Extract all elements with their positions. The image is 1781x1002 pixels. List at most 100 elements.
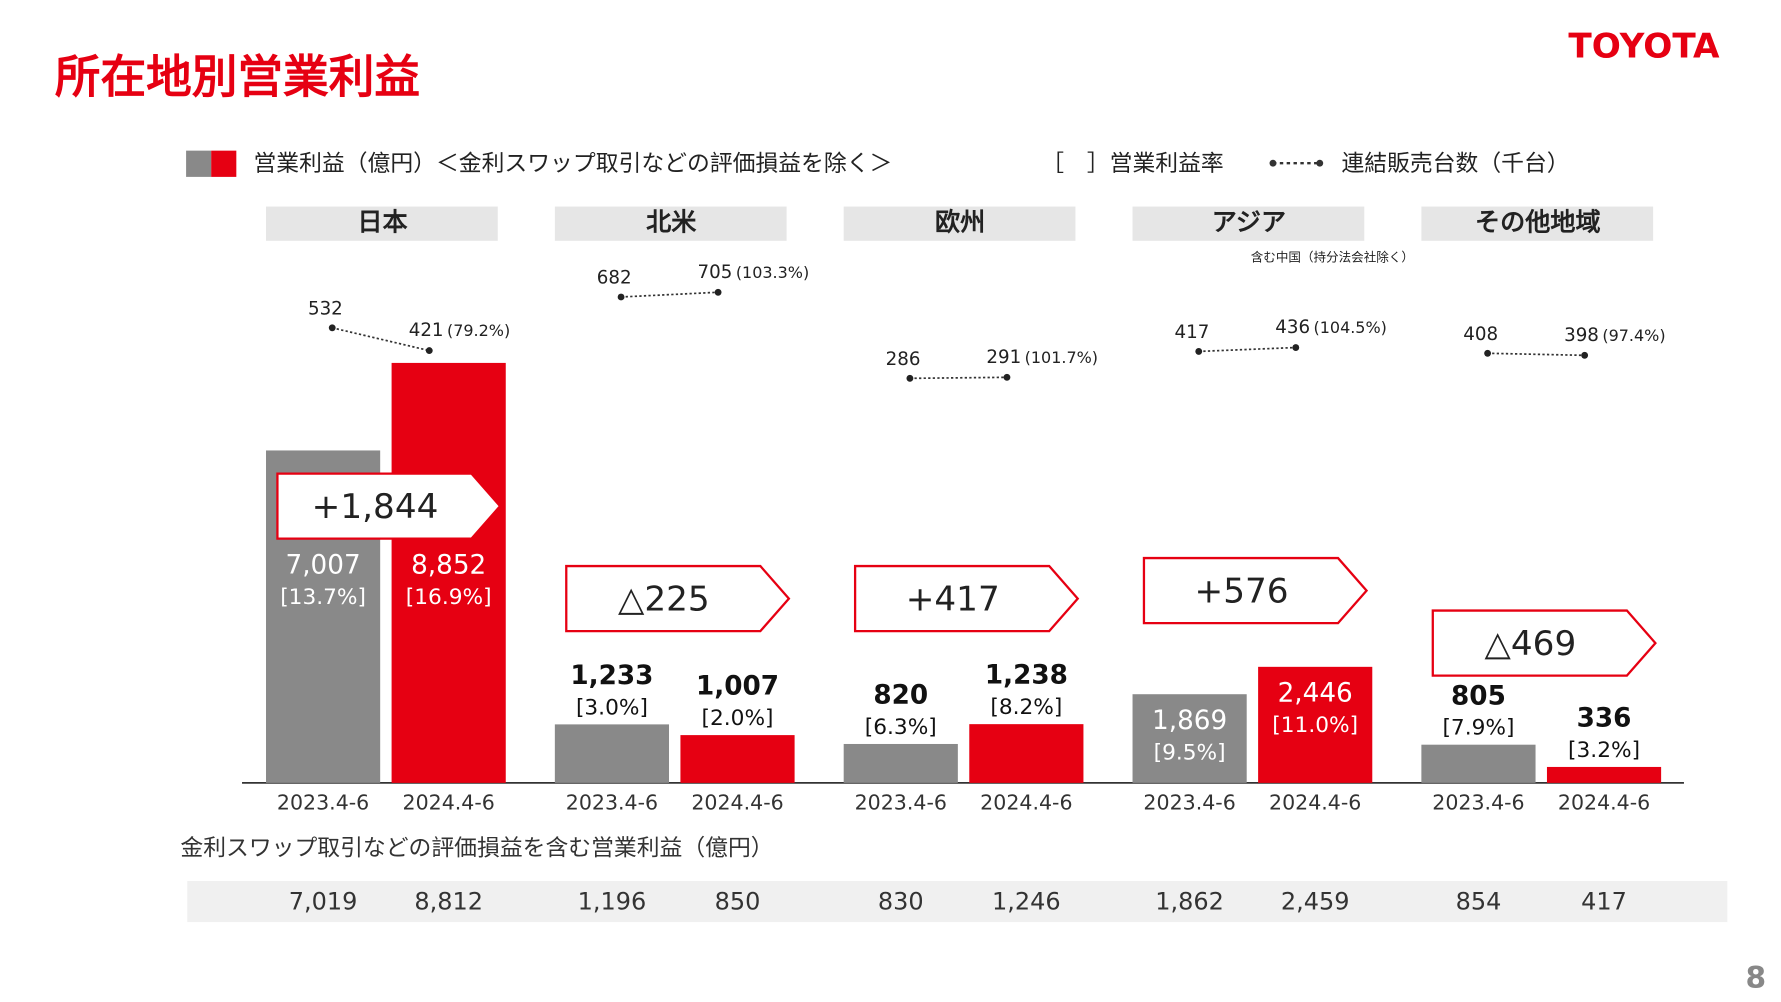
sales-label: 682 [597, 268, 632, 289]
sales-label: 398 (97.4%) [1564, 325, 1665, 346]
sales-value: 705 [698, 262, 733, 283]
region-header [1132, 206, 1365, 241]
sales-point [425, 347, 433, 355]
period-label: 2023.4-6 [277, 790, 369, 814]
sales-line [909, 376, 1007, 380]
sales-value: 398 [1564, 325, 1599, 346]
swap-value: 850 [715, 888, 761, 916]
sales-line [621, 291, 719, 298]
bar [554, 724, 670, 783]
sales-point [1581, 351, 1589, 359]
sales-ratio: (101.7%) [1025, 347, 1098, 366]
swap-value: 8,812 [414, 888, 483, 916]
sales-ratio: (103.3%) [736, 262, 809, 281]
sales-label: 705 (103.3%) [698, 262, 810, 283]
legend-swatch [211, 150, 237, 177]
sales-label: 286 [886, 349, 921, 370]
sales-label: 436 (104.5%) [1275, 317, 1387, 338]
legend-sales-dot [1269, 159, 1277, 167]
swap-value: 2,459 [1281, 888, 1350, 916]
change-label: △225 [618, 579, 710, 619]
change-arrow [1431, 609, 1657, 677]
margin-label: [7.9%] [1442, 716, 1514, 741]
period-label: 2024.4-6 [1269, 790, 1361, 814]
bar [391, 362, 506, 783]
region-header [554, 206, 787, 241]
value-label: 1,869 [1152, 706, 1227, 736]
change-arrow [276, 472, 502, 540]
margin-label: [8.2%] [990, 695, 1062, 720]
change-arrow [1142, 556, 1369, 625]
period-label: 2024.4-6 [980, 790, 1072, 814]
bar [680, 735, 795, 783]
period-label: 2023.4-6 [1432, 790, 1524, 814]
sales-ratio: (104.5%) [1314, 318, 1387, 337]
swap-value: 1,246 [992, 888, 1061, 916]
value-label: 1,233 [570, 661, 653, 691]
region-name: その他地域 [1475, 208, 1601, 237]
sales-point [617, 293, 625, 301]
sales-label: 421 (79.2%) [409, 320, 510, 341]
sales-label: 532 [308, 299, 343, 320]
bar [1546, 766, 1662, 783]
value-label: 2,446 [1278, 679, 1353, 709]
change-label: +417 [906, 579, 1000, 619]
sales-label: 291 (101.7%) [986, 347, 1098, 368]
sales-point [1195, 348, 1203, 355]
sales-point [1484, 349, 1492, 357]
swap-value: 830 [878, 888, 924, 916]
margin-label: [6.3%] [865, 715, 937, 740]
bar [843, 743, 958, 783]
margin-label: [16.9%] [406, 585, 492, 610]
sales-point [1003, 373, 1011, 381]
logo: TOYOTA [1568, 26, 1720, 66]
swap-value: 854 [1456, 888, 1502, 916]
sales-line [1487, 352, 1585, 357]
region-name: 日本 [357, 208, 408, 237]
bar [1421, 744, 1536, 783]
sales-point [328, 324, 336, 332]
period-label: 2023.4-6 [1143, 790, 1235, 814]
period-label: 2023.4-6 [855, 790, 947, 814]
swap-value: 1,196 [578, 888, 647, 916]
margin-label: [3.0%] [576, 695, 648, 720]
sales-value: 436 [1275, 317, 1310, 338]
sales-label: 408 [1463, 324, 1498, 345]
sales-ratio: (97.4%) [1602, 325, 1665, 344]
region-name: アジア [1212, 208, 1286, 237]
swap-title: 金利スワップ取引などの評価損益を含む営業利益（億円） [180, 836, 773, 862]
margin-label: [2.0%] [702, 706, 774, 731]
bar [969, 724, 1084, 783]
sales-line [1198, 346, 1296, 353]
period-label: 2024.4-6 [691, 790, 783, 814]
region-note: 含む中国（持分法会社除く） [1251, 249, 1414, 264]
change-arrow [853, 564, 1080, 633]
value-label: 1,007 [696, 672, 779, 702]
value-label: 805 [1451, 681, 1506, 711]
value-label: 8,852 [411, 551, 486, 581]
swap-value: 7,019 [289, 888, 358, 916]
change-label: △469 [1485, 624, 1577, 664]
swap-value: 417 [1581, 888, 1627, 916]
legend-sales-dot [1316, 159, 1324, 167]
region-name: 北米 [646, 208, 697, 237]
legend-swatch [186, 150, 212, 177]
change-arrow [565, 564, 791, 633]
legend-profit: 営業利益（億円）＜金利スワップ取引などの評価損益を除く＞ [253, 151, 892, 177]
value-label: 1,238 [985, 661, 1068, 691]
period-label: 2023.4-6 [566, 790, 658, 814]
margin-label: [3.2%] [1568, 738, 1640, 763]
sales-label: 417 [1174, 322, 1209, 343]
region-name: 欧州 [935, 208, 985, 237]
swap-row-bg [187, 881, 1728, 923]
slide-title: 所在地別営業利益 [55, 50, 420, 103]
bar [1132, 694, 1247, 783]
region-header [843, 206, 1076, 241]
legend-margin: ［ ］営業利益率 [1041, 151, 1224, 177]
sales-ratio: (79.2%) [447, 321, 510, 340]
region-header [266, 206, 498, 241]
region-header [1421, 206, 1654, 241]
period-label: 2024.4-6 [1558, 790, 1650, 814]
